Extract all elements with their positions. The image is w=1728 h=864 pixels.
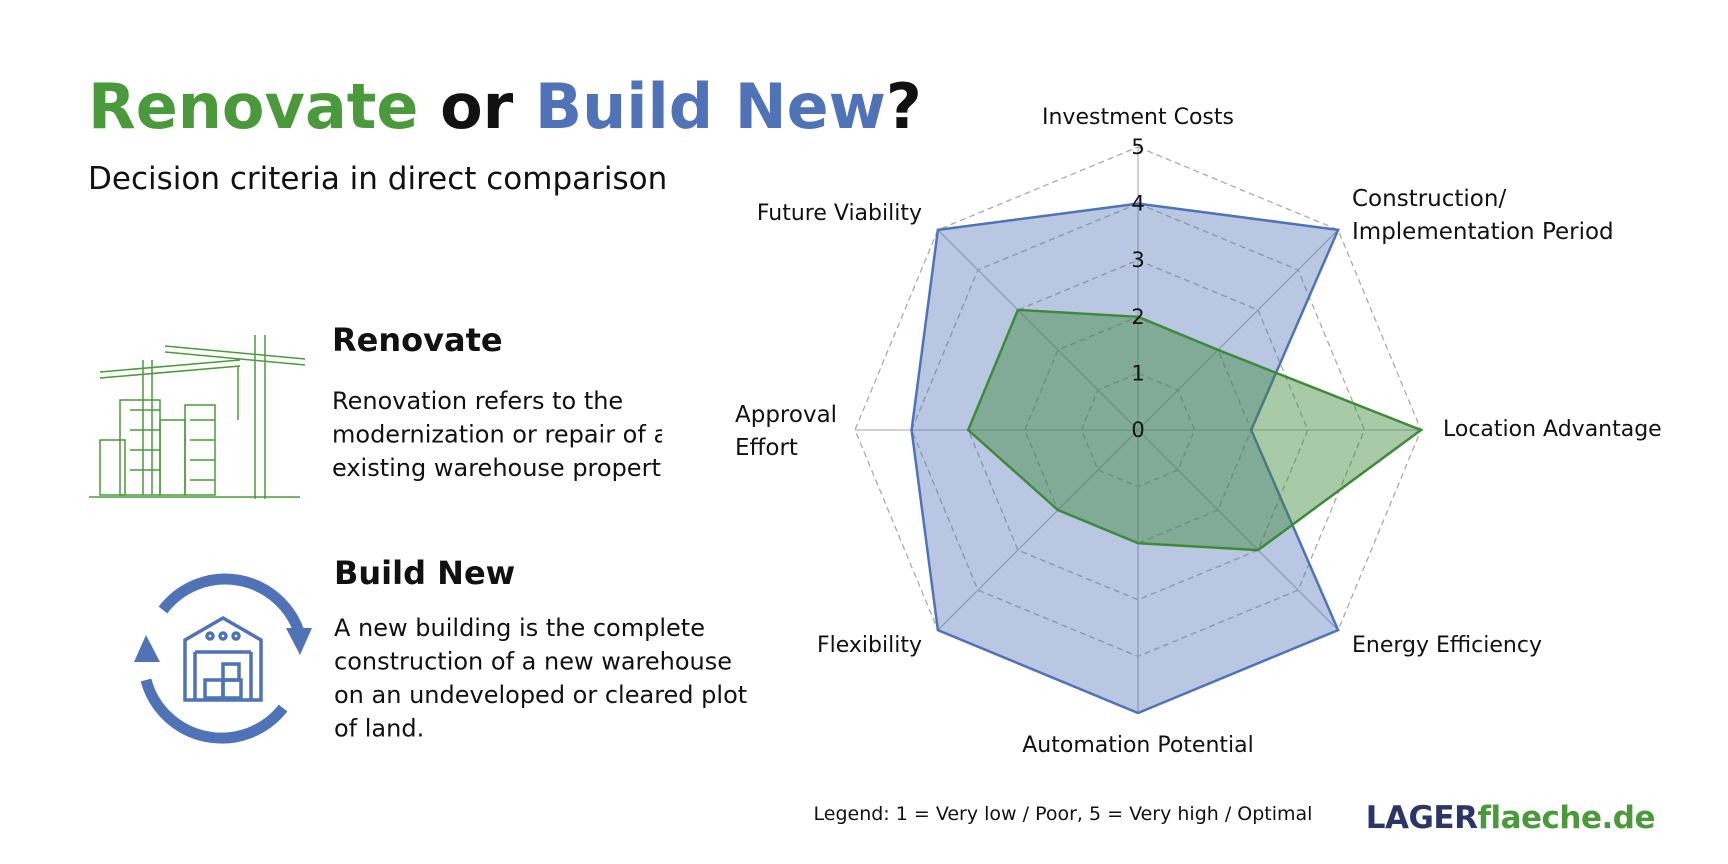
- axis-label: Construction/: [1352, 186, 1506, 212]
- grid-ring: [967, 259, 1309, 601]
- axis-label: Effort: [735, 435, 798, 461]
- grid-ring: [854, 146, 1422, 714]
- grid-ring: [1024, 316, 1252, 544]
- section-line: modernization or repair of an: [332, 421, 683, 449]
- section-line: of land.: [334, 715, 424, 743]
- subtitle: Decision criteria in direct comparison: [88, 161, 667, 197]
- axis-label: Flexibility: [817, 633, 922, 658]
- axis-label: Energy Efficiency: [1352, 633, 1542, 658]
- section-body: A new building is the complete constructi…: [334, 614, 747, 743]
- r-tick-label: 3: [1131, 248, 1144, 272]
- axis-label: Implementation Period: [1352, 219, 1614, 245]
- r-tick-label: 1: [1131, 361, 1144, 385]
- section-heading: Renovate: [332, 321, 503, 359]
- section-heading: Build New: [334, 554, 515, 592]
- section-line: construction of a new warehouse: [334, 648, 732, 676]
- r-tick-label: 4: [1131, 192, 1144, 216]
- brand-part: flaeche.de: [1477, 800, 1655, 836]
- title-part: or: [440, 70, 514, 143]
- section-body: Renovation refers to the modernization or…: [332, 387, 683, 482]
- axis-label: Investment Costs: [1042, 105, 1234, 130]
- crane-icon: [89, 335, 306, 499]
- section-line: existing warehouse property.: [332, 454, 679, 482]
- section-line: on an undeveloped or cleared plot: [334, 681, 747, 709]
- section-line: A new building is the complete: [334, 614, 705, 642]
- brand-part: LAGER: [1366, 800, 1478, 836]
- spoke: [1137, 229, 1339, 431]
- spoke: [937, 229, 1139, 431]
- axis-label: Automation Potential: [1022, 733, 1254, 758]
- axis-label: Future Viability: [757, 201, 922, 226]
- axis-label: Location Advantage: [1443, 417, 1662, 442]
- title-part: Renovate: [88, 70, 418, 143]
- title-part: Build New: [535, 70, 886, 143]
- spoke: [1137, 429, 1339, 631]
- title-part: ?: [886, 70, 922, 143]
- title: Renovate or Build New?: [88, 70, 922, 143]
- radar-area: [910, 202, 1340, 715]
- brand: LAGERflaeche.de: [1366, 800, 1655, 836]
- r-tick-label: 5: [1131, 135, 1144, 159]
- sections: Renovate Renovation refers to the moderniz…: [332, 321, 747, 743]
- radar-area: [966, 308, 1424, 552]
- radar-chart: 0 1 2 3 4 5 Investment Costs Construction/Imple…: [735, 105, 1662, 758]
- spoke: [937, 429, 1139, 631]
- section-line: Renovation refers to the: [332, 387, 623, 415]
- legend-note: Legend: 1 = Very low / Poor, 5 = Very hi…: [814, 803, 1313, 825]
- r-tick-label: 0: [1131, 418, 1144, 442]
- axis-label: Approval: [735, 402, 837, 428]
- r-tick-label: 2: [1131, 305, 1144, 329]
- warehouse-icon: [134, 573, 312, 744]
